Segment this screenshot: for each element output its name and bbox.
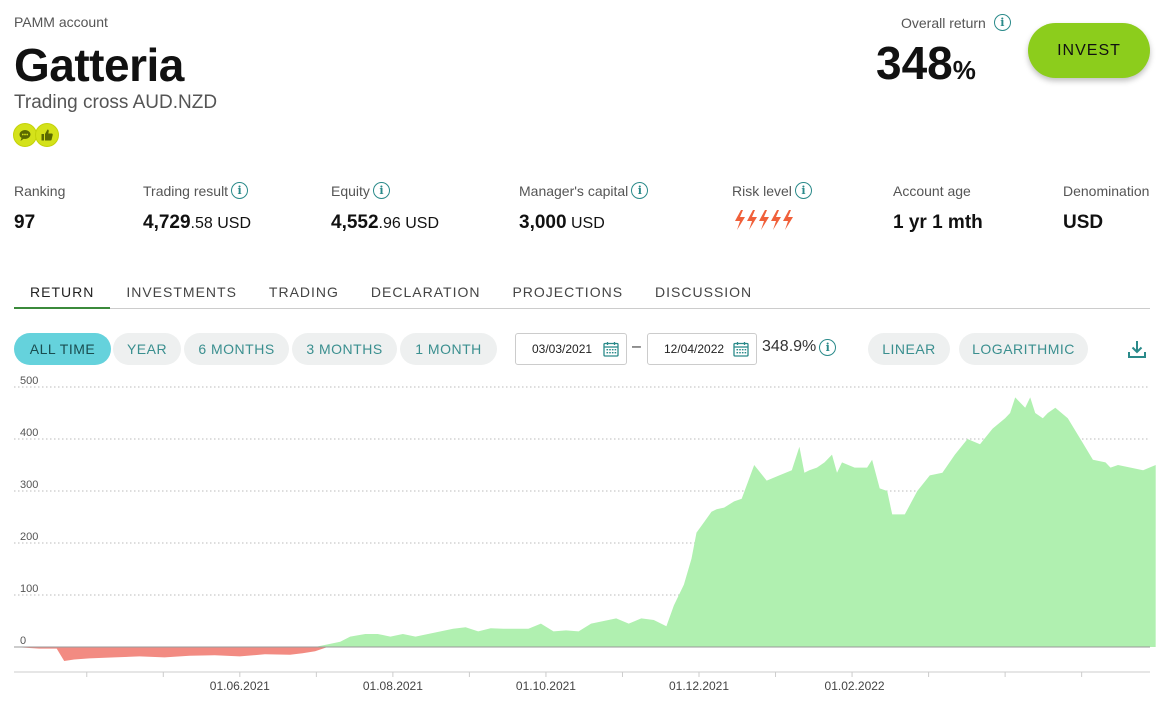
stat-denomination: Denomination USD xyxy=(1063,182,1149,234)
scale-linear-button[interactable]: LINEAR xyxy=(868,333,950,365)
x-tick-label: 01.10.2021 xyxy=(516,679,576,693)
date-from-value: 03/03/2021 xyxy=(532,342,593,356)
stat-equity-label-text: Equity xyxy=(331,182,370,199)
y-tick-label: 0 xyxy=(20,635,26,647)
stat-equity-int: 4,552 xyxy=(331,212,379,233)
y-tick-label: 300 xyxy=(20,479,38,491)
calendar-icon[interactable] xyxy=(603,341,619,357)
stat-managers-capital-label-text: Manager's capital xyxy=(519,182,629,199)
stat-equity-dec: .96 xyxy=(378,215,401,232)
info-icon[interactable]: i xyxy=(794,182,812,199)
y-tick-label: 400 xyxy=(20,427,38,439)
thumbs-up-icon[interactable] xyxy=(35,123,59,147)
tab-projections[interactable]: PROJECTIONS xyxy=(512,284,624,300)
y-tick-label: 100 xyxy=(20,583,38,595)
stat-trading-result-label: Trading result i xyxy=(143,182,251,199)
stat-account-age-value: 1 yr 1 mth xyxy=(893,212,983,233)
info-icon[interactable]: i xyxy=(631,182,649,199)
date-range-separator: – xyxy=(632,338,641,355)
period-1-month-button[interactable]: 1 MONTH xyxy=(400,333,497,365)
tab-investments[interactable]: INVESTMENTS xyxy=(126,284,237,300)
stat-risk-level: Risk level i xyxy=(732,182,812,237)
account-name: Gatteria xyxy=(14,39,184,91)
series-area-positive xyxy=(14,397,1156,647)
period-6-months-button[interactable]: 6 MONTHS xyxy=(184,333,289,365)
stat-trading-result-label-text: Trading result xyxy=(143,182,229,199)
tab-return[interactable]: RETURN xyxy=(14,283,111,309)
stat-equity-unit: USD xyxy=(400,215,440,232)
date-to-value: 12/04/2022 xyxy=(664,342,725,356)
scale-logarithmic-button[interactable]: LOGARITHMIC xyxy=(959,333,1088,365)
stat-managers-capital: Manager's capital i 3,000 USD xyxy=(519,182,649,234)
risk-bolt-icon xyxy=(747,210,757,230)
info-icon[interactable]: i xyxy=(372,182,390,199)
y-tick-label: 500 xyxy=(20,375,38,387)
y-tick-label: 200 xyxy=(20,531,38,543)
risk-bolt-icon xyxy=(759,210,769,230)
x-tick-label: 01.08.2021 xyxy=(363,679,423,693)
x-tick-label: 01.12.2021 xyxy=(669,679,729,693)
overall-return-unit: % xyxy=(952,55,976,85)
chat-icon[interactable] xyxy=(13,123,37,147)
stat-equity: Equity i 4,552.96 USD xyxy=(331,182,439,234)
tab-declaration[interactable]: DECLARATION xyxy=(370,284,481,300)
account-type-label: PAMM account xyxy=(14,14,108,30)
stat-ranking-value: 97 xyxy=(14,212,36,233)
overall-return-label-text: Overall return xyxy=(901,14,986,31)
stat-ranking: Ranking 97 xyxy=(14,182,65,234)
chart-area xyxy=(14,397,1156,661)
stat-ranking-label: Ranking xyxy=(14,182,66,199)
stat-risk-level-label-text: Risk level xyxy=(732,182,792,199)
stat-denomination-value: USD xyxy=(1063,212,1104,233)
info-icon[interactable]: i xyxy=(993,14,1011,31)
stat-equity-value: 4,552.96 USD xyxy=(331,212,439,234)
stat-account-age-label: Account age xyxy=(893,182,971,199)
info-icon[interactable]: i xyxy=(819,338,837,356)
x-tick-label: 01.02.2022 xyxy=(825,679,885,693)
risk-bolt-icon xyxy=(771,210,781,230)
info-icon[interactable]: i xyxy=(231,182,249,199)
invest-button[interactable]: INVEST xyxy=(1028,23,1150,78)
risk-bolt-icon xyxy=(783,210,793,230)
stat-denomination-label: Denomination xyxy=(1063,182,1150,199)
stat-managers-capital-unit: USD xyxy=(566,215,605,232)
download-icon[interactable] xyxy=(1127,339,1147,359)
date-to-input[interactable]: 12/04/2022 xyxy=(647,333,757,365)
risk-level-indicator xyxy=(732,209,812,237)
stat-managers-capital-label: Manager's capital i xyxy=(519,182,649,199)
tab-discussion[interactable]: DISCUSSION xyxy=(655,284,753,300)
stat-trading-result-dec: .58 xyxy=(190,215,213,232)
period-year-button[interactable]: YEAR xyxy=(113,333,181,365)
stat-managers-capital-int: 3,000 xyxy=(519,212,567,233)
stat-equity-label: Equity i xyxy=(331,182,439,199)
tab-trading[interactable]: TRADING xyxy=(268,284,339,300)
calendar-icon[interactable] xyxy=(733,341,749,357)
stat-trading-result-int: 4,729 xyxy=(143,212,191,233)
risk-bolts xyxy=(735,210,793,230)
badge-group xyxy=(13,123,59,147)
tab-bar: RETURN INVESTMENTS TRADING DECLARATION P… xyxy=(14,283,1150,309)
overall-return-label: Overall return i xyxy=(901,14,1011,31)
period-3-months-button[interactable]: 3 MONTHS xyxy=(292,333,397,365)
date-from-input[interactable]: 03/03/2021 xyxy=(515,333,627,365)
range-return-value: 348.9% xyxy=(762,338,817,355)
stat-risk-level-label: Risk level i xyxy=(732,182,812,199)
account-subtitle: Trading cross AUD.NZD xyxy=(14,92,218,113)
period-all-time-button[interactable]: ALL TIME xyxy=(14,333,111,365)
stat-account-age: Account age 1 yr 1 mth xyxy=(893,182,983,234)
chart-ticks: 01.06.2021 01.08.2021 01.10.2021 01.12.2021… xyxy=(14,671,1150,693)
stat-trading-result-value: 4,729.58 USD xyxy=(143,212,251,234)
overall-return-number: 348 xyxy=(876,37,953,89)
stat-trading-result-unit: USD xyxy=(212,215,252,232)
x-tick-label: 01.06.2021 xyxy=(210,679,270,693)
overall-return-value: 348% xyxy=(876,36,976,90)
series-area-negative xyxy=(14,647,1156,661)
stat-trading-result: Trading result i 4,729.58 USD xyxy=(143,182,251,234)
risk-bolt-icon xyxy=(735,210,745,230)
range-return: 348.9% i xyxy=(762,338,837,356)
stat-managers-capital-value: 3,000 USD xyxy=(519,212,648,234)
